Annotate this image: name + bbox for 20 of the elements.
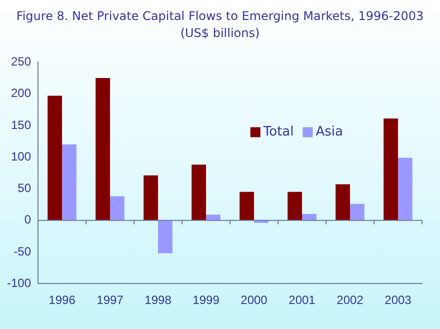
y-tick-label: -100 <box>6 276 32 290</box>
y-tick-label: -50 <box>14 244 32 258</box>
legend-label: Total <box>262 124 294 140</box>
x-tick-label: 2002 <box>336 293 364 308</box>
legend-label: Asia <box>316 124 344 140</box>
x-tick-label: 1996 <box>48 293 76 308</box>
x-tick-label: 1998 <box>144 293 172 308</box>
y-tick-label: 250 <box>10 54 32 69</box>
y-tick-label: 0 <box>24 212 32 227</box>
x-tick-label: 2003 <box>384 293 412 308</box>
y-tick-label: 200 <box>10 86 32 100</box>
y-tick-label: 50 <box>18 181 32 196</box>
chart-subtitle: (US$ billions) <box>179 25 261 42</box>
x-tick-label: 2000 <box>240 293 268 308</box>
chart-title: Figure 8. Net Private Capital Flows to Emerging Markets, 1996-2003 <box>15 8 425 25</box>
x-tick-label: 1999 <box>192 293 220 308</box>
x-tick-label: 1997 <box>96 293 124 308</box>
y-tick-label: 150 <box>10 118 32 132</box>
x-tick-label: 2001 <box>288 293 316 308</box>
y-tick-label: 100 <box>10 149 32 164</box>
